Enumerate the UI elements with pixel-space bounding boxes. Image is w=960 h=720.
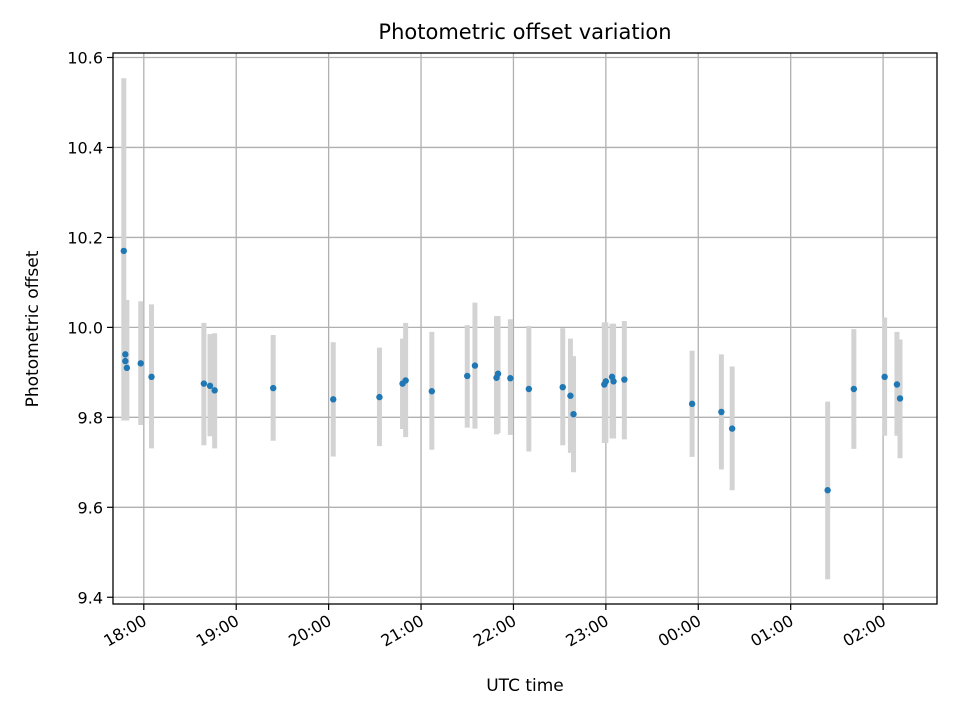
data-point <box>893 381 901 388</box>
x-tick-label: 21:00 <box>378 611 427 651</box>
data-point <box>269 384 277 392</box>
x-tick-label: 00:00 <box>655 611 704 651</box>
chart-title: Photometric offset variation <box>378 20 671 44</box>
y-axis-label: Photometric offset <box>23 250 43 407</box>
data-point <box>728 425 736 432</box>
y-tick-label: 9.4 <box>78 588 103 607</box>
data-point <box>137 360 144 367</box>
data-point <box>471 362 479 369</box>
data-point <box>881 373 888 381</box>
y-tick-label: 9.6 <box>78 498 103 517</box>
data-point <box>428 388 436 395</box>
data-point <box>122 357 129 365</box>
data-point <box>402 377 409 384</box>
data-point <box>602 378 610 385</box>
y-tick-label: 10.4 <box>67 138 103 157</box>
y-tick-label: 10.6 <box>67 48 103 67</box>
data-point <box>567 392 574 399</box>
data-point <box>120 247 127 255</box>
data-point <box>559 383 566 391</box>
grid <box>113 53 937 604</box>
x-tick-label: 22:00 <box>470 611 519 651</box>
data-point <box>718 408 725 416</box>
data-point <box>896 395 904 402</box>
y-tick-label: 10.2 <box>67 228 103 247</box>
data-point <box>507 375 514 382</box>
x-axis-label: UTC time <box>486 676 564 696</box>
data-point <box>464 372 471 380</box>
data-point <box>688 400 696 408</box>
data-point <box>824 487 831 494</box>
data-point <box>610 378 617 385</box>
data-point <box>570 410 577 418</box>
errorbars <box>121 78 903 580</box>
y-tick-label: 9.8 <box>78 408 103 427</box>
x-tick-label: 02:00 <box>840 611 889 651</box>
axis-ticks: 18:00 19:00 20:00 21:00 22:00 23:00 00:00 01:00… <box>67 48 889 650</box>
data-point <box>494 370 502 377</box>
x-tick-label: 19:00 <box>193 611 242 651</box>
data-points <box>120 247 904 494</box>
x-tick-label: 18:00 <box>100 611 149 651</box>
y-tick-label: 10.0 <box>67 318 103 337</box>
x-tick-label: 20:00 <box>285 611 334 651</box>
x-tick-label: 23:00 <box>562 611 611 651</box>
data-point <box>850 385 858 393</box>
data-point <box>211 387 218 394</box>
x-tick-label: 01:00 <box>747 611 796 651</box>
plot-frame <box>112 52 938 605</box>
data-point <box>330 396 337 403</box>
data-point <box>148 373 155 381</box>
data-point <box>200 380 208 387</box>
data-point <box>206 382 214 390</box>
data-point <box>123 364 131 372</box>
data-point <box>525 385 533 393</box>
data-point <box>122 351 129 358</box>
data-point <box>376 393 383 401</box>
data-point <box>621 376 628 383</box>
